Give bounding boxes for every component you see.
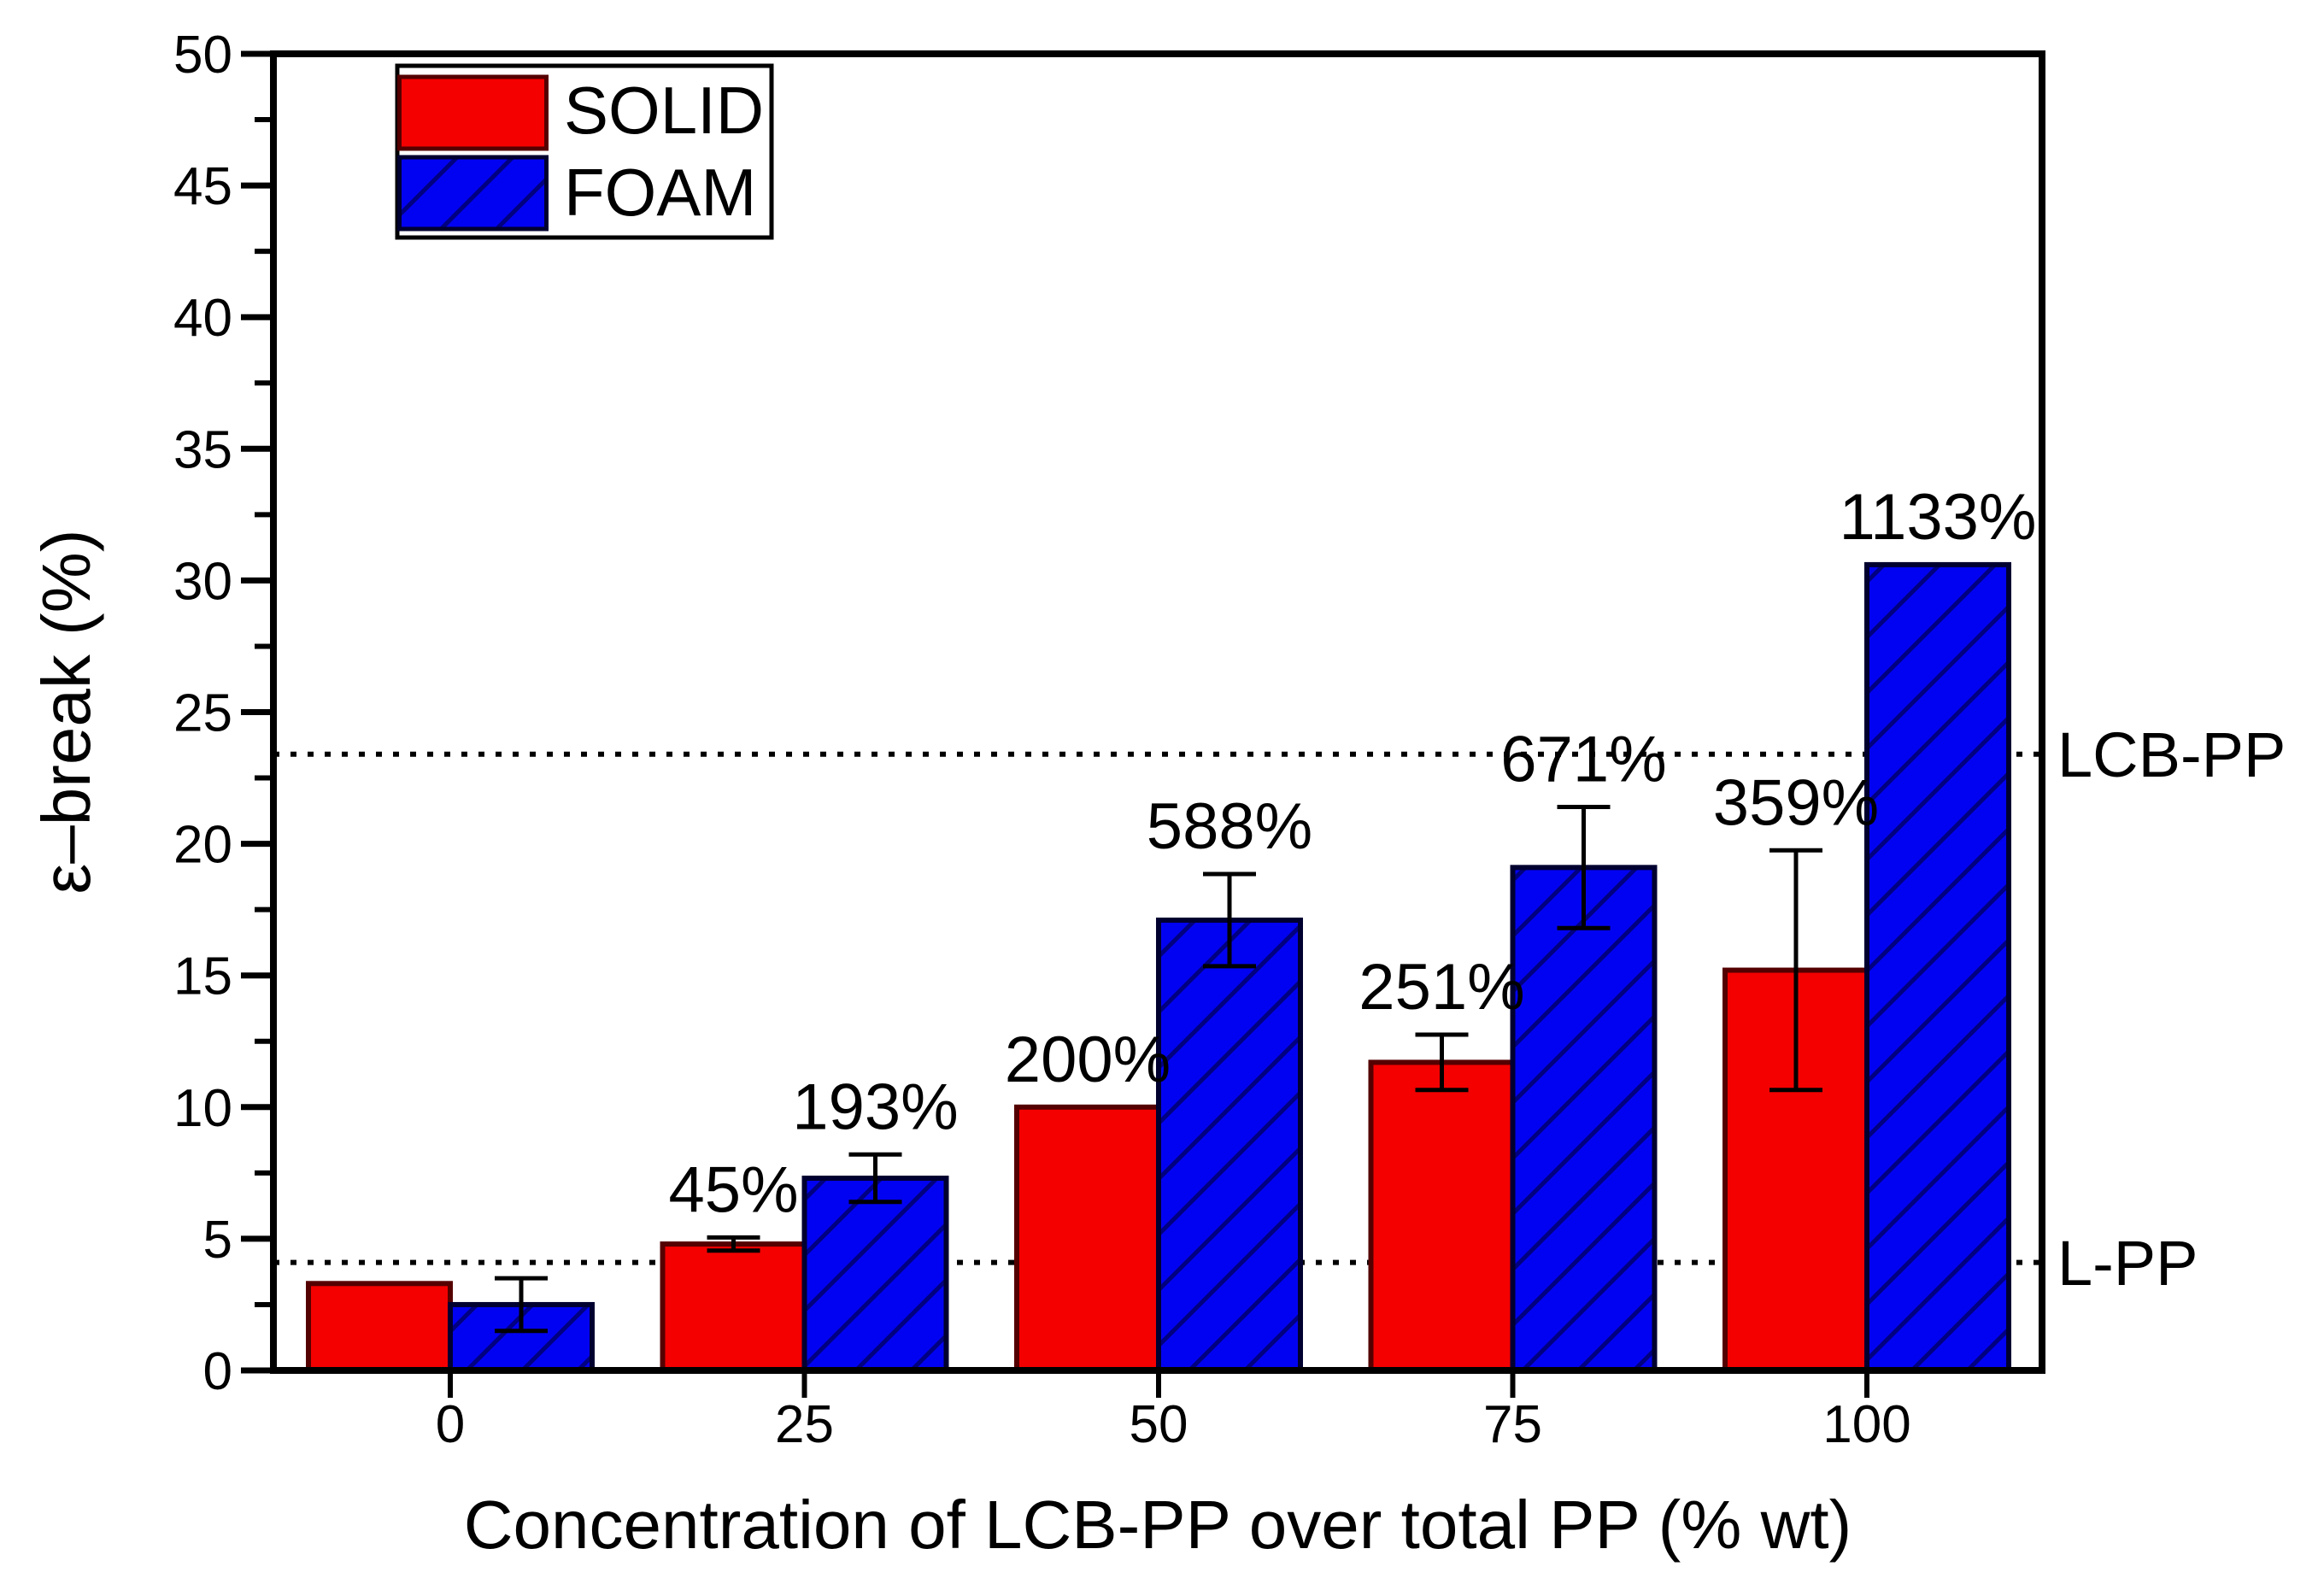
bar-label-foam-75: 671% [1500,723,1666,795]
bar-foam-75 [1510,865,1658,1373]
bar-foam-25 [801,1176,949,1374]
legend-swatch-foam [397,155,549,232]
ref-label-l-pp: L-PP [2057,1228,2198,1299]
x-tick-label-100: 100 [1822,1395,1910,1454]
bar-label-foam-50: 588% [1147,790,1312,863]
legend-label-solid: SOLID [564,73,764,148]
x-tick-label-75: 75 [1483,1395,1542,1454]
y-tick-label-25: 25 [173,684,232,743]
y-tick-label-45: 45 [173,157,232,216]
y-tick-label-5: 5 [203,1211,232,1270]
bar-label-solid-75: 251% [1359,951,1524,1024]
y-tick-label-50: 50 [173,26,232,85]
y-tick-label-30: 30 [173,552,232,611]
bar-foam-100 [1864,561,2011,1373]
bar-foam-50 [1156,917,1303,1373]
bar-solid-75 [1368,1059,1516,1373]
error-bar-foam-0 [495,1276,548,1334]
x-tick-label-25: 25 [775,1395,834,1454]
error-bar-foam-25 [848,1152,902,1205]
y-tick-label-15: 15 [173,948,232,1006]
x-tick-label-50: 50 [1130,1395,1188,1454]
y-tick-label-20: 20 [173,816,232,875]
legend: SOLID FOAM [395,63,774,240]
y-axis-title: ε–break (%) [28,530,104,895]
error-bar-solid-75 [1415,1032,1469,1093]
bar-label-solid-50: 200% [1005,1024,1171,1096]
bar-label-foam-25: 193% [792,1071,958,1143]
legend-swatch-solid [397,74,549,151]
y-tick-label-0: 0 [203,1342,232,1401]
y-tick-label-40: 40 [173,289,232,348]
bar-label-foam-100: 1133% [1839,481,2036,554]
bar-label-solid-25: 45% [668,1153,798,1226]
error-bar-solid-100 [1769,848,1822,1093]
error-bar-solid-25 [707,1235,760,1253]
bar-solid-0 [306,1281,453,1373]
y-tick-label-10: 10 [173,1079,232,1138]
y-tick-label-35: 35 [173,420,232,479]
bar-solid-25 [660,1241,807,1373]
error-bar-foam-50 [1203,871,1256,969]
bar-label-solid-100: 359% [1713,766,1879,839]
ref-label-lcb-pp: LCB-PP [2057,719,2286,790]
error-bar-foam-75 [1557,804,1611,930]
x-axis-title: Concentration of LCB-PP over total PP (%… [464,1487,1852,1563]
x-tick-label-0: 0 [436,1395,465,1454]
bar-solid-50 [1014,1104,1161,1374]
legend-label-foam: FOAM [564,155,756,230]
